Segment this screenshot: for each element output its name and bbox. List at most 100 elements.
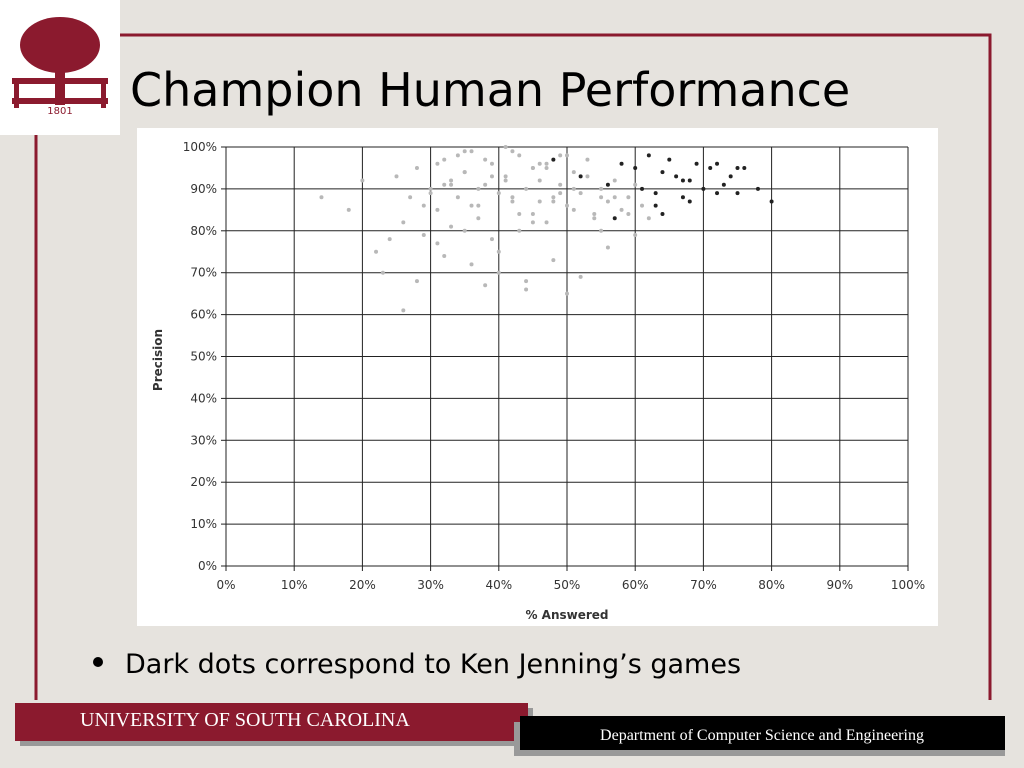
data-point	[455, 153, 460, 158]
data-point	[646, 216, 651, 221]
logo-year: 1801	[47, 106, 72, 117]
data-point	[530, 165, 535, 170]
data-point	[503, 174, 508, 179]
data-point	[565, 153, 569, 158]
data-point	[578, 191, 583, 196]
data-point	[442, 253, 447, 258]
data-point	[612, 178, 617, 183]
data-point	[551, 157, 556, 162]
data-point	[489, 237, 494, 242]
data-point	[401, 308, 406, 313]
data-point	[660, 170, 665, 175]
data-point	[530, 212, 535, 217]
data-point	[708, 165, 713, 170]
data-point	[558, 153, 563, 158]
data-point	[605, 199, 610, 204]
data-point	[585, 157, 590, 162]
y-tick-label: 60%	[190, 308, 217, 322]
data-point	[551, 195, 556, 200]
data-point	[687, 199, 692, 204]
data-point	[503, 178, 508, 183]
data-point	[742, 165, 747, 170]
footer-left-bar	[15, 703, 528, 741]
data-point	[394, 174, 399, 179]
data-point	[469, 262, 474, 267]
data-point	[721, 182, 726, 187]
data-point	[680, 178, 685, 183]
data-point	[496, 191, 501, 196]
data-point	[374, 249, 379, 254]
footer-right-bar	[520, 716, 1005, 750]
data-point	[462, 228, 467, 233]
data-point	[551, 199, 556, 204]
y-tick-label: 100%	[183, 140, 217, 154]
data-point	[476, 203, 481, 208]
data-point	[517, 153, 522, 158]
data-point	[701, 186, 706, 191]
data-point	[558, 182, 563, 187]
data-point	[524, 287, 529, 292]
data-point	[687, 178, 692, 183]
data-point	[462, 170, 467, 175]
x-tick-label: 100%	[891, 578, 925, 592]
data-point	[524, 186, 529, 191]
data-point	[530, 220, 535, 225]
data-point	[626, 195, 631, 200]
chart-panel	[137, 128, 938, 626]
data-point	[449, 182, 454, 187]
data-point	[633, 232, 638, 237]
data-point	[476, 216, 481, 221]
data-point	[421, 203, 426, 208]
data-point	[462, 149, 467, 154]
y-tick-label: 80%	[190, 224, 217, 238]
y-tick-label: 70%	[190, 266, 217, 280]
data-point	[544, 161, 549, 166]
footer-right-text: Department of Computer Science and Engin…	[600, 727, 924, 744]
data-point	[537, 178, 542, 183]
data-point	[517, 228, 522, 233]
data-point	[435, 241, 440, 246]
y-tick-label: 90%	[190, 182, 217, 196]
data-point	[524, 279, 529, 284]
data-point	[483, 182, 488, 187]
data-point	[442, 157, 447, 162]
data-point	[612, 216, 617, 221]
y-tick-label: 0%	[198, 559, 217, 573]
data-point	[428, 191, 433, 196]
data-point	[735, 191, 740, 196]
y-tick-label: 20%	[190, 475, 217, 489]
data-point	[517, 212, 522, 217]
data-point	[476, 186, 481, 191]
data-point	[483, 283, 488, 288]
x-tick-label: 0%	[216, 578, 235, 592]
data-point	[578, 274, 583, 279]
data-point	[605, 182, 610, 187]
data-point	[558, 191, 563, 196]
data-point	[715, 191, 720, 196]
data-point	[667, 157, 672, 162]
data-point	[496, 270, 501, 275]
data-point	[592, 216, 597, 221]
data-point	[578, 174, 583, 179]
data-point	[626, 212, 631, 217]
data-point	[455, 195, 460, 200]
data-point	[346, 207, 351, 212]
data-point	[599, 186, 604, 191]
data-point	[442, 182, 447, 187]
data-point	[571, 207, 576, 212]
data-point	[319, 195, 324, 200]
data-point	[551, 258, 556, 263]
data-point	[769, 199, 774, 204]
data-point	[571, 170, 576, 175]
x-tick-label: 20%	[349, 578, 376, 592]
bullet-text: Dark dots correspond to Ken Jenning’s ga…	[125, 649, 741, 680]
data-point	[537, 199, 542, 204]
data-point	[565, 203, 569, 208]
y-tick-label: 10%	[190, 517, 217, 531]
data-point	[483, 157, 488, 162]
data-point	[489, 174, 494, 179]
data-point	[640, 186, 645, 191]
x-tick-label: 50%	[554, 578, 581, 592]
data-point	[571, 186, 576, 191]
